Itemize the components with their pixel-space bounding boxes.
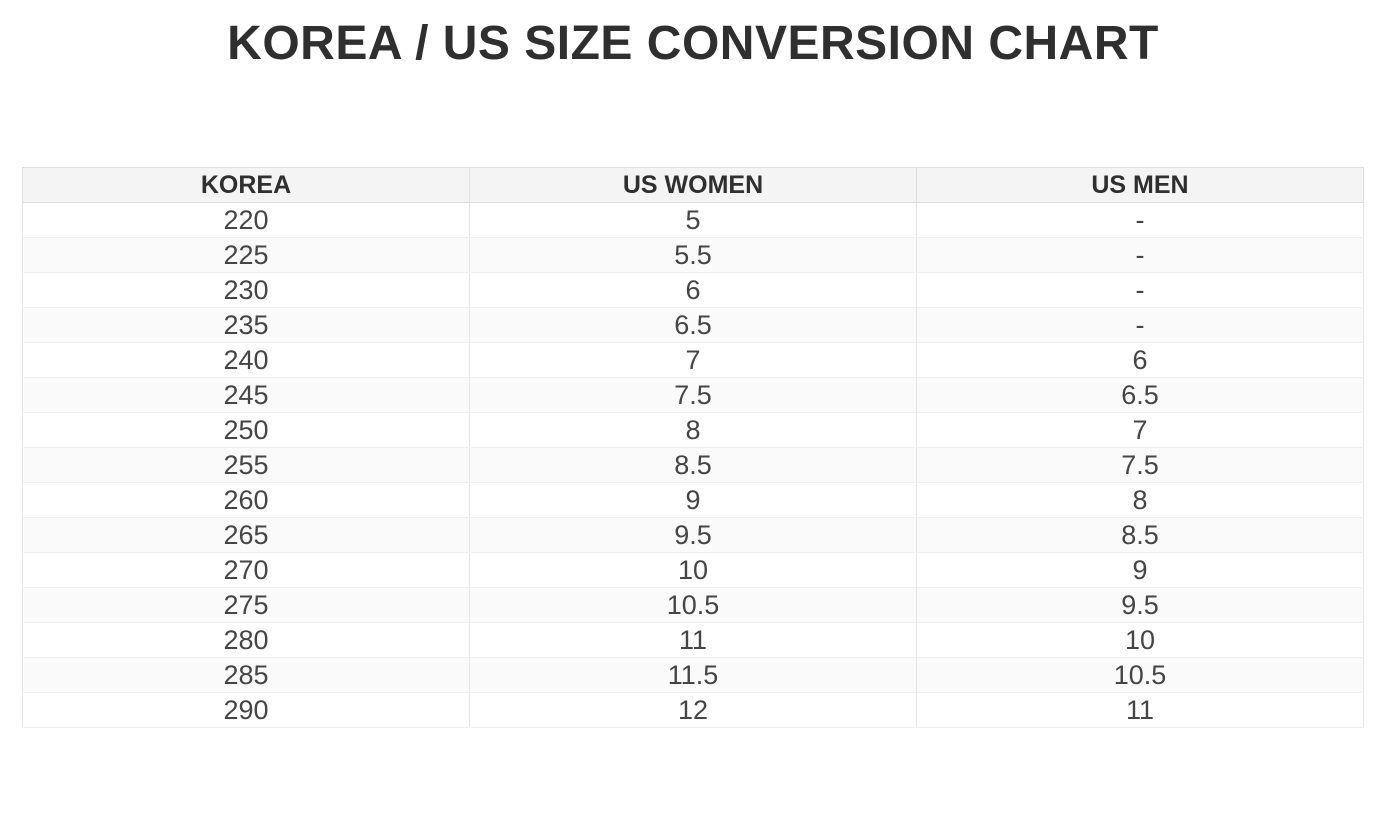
table-cell: 9 <box>469 482 917 519</box>
table-cell: 8 <box>916 482 1364 519</box>
table-cell: 5 <box>469 202 917 239</box>
table-cell: 255 <box>22 447 470 484</box>
table-cell: 6 <box>469 272 917 309</box>
size-table-body: 220 5-225 5.5-230 6-235 6.5-240 7 6 245 7.5 6.5 25… <box>22 202 1364 729</box>
table-row: 245 7.5 6.5 <box>22 377 1364 414</box>
table-header: KOREA US WOMEN US MEN <box>22 167 1364 204</box>
table-row: 225 5.5- <box>22 237 1364 274</box>
table-cell: 7 <box>916 412 1364 449</box>
table-cell: 290 <box>22 692 470 729</box>
table-row: 235 6.5- <box>22 307 1364 344</box>
column-header-us-women: US WOMEN <box>469 167 917 204</box>
table-cell: 6.5 <box>469 307 917 344</box>
table-cell: 220 <box>22 202 470 239</box>
table-cell: - <box>916 272 1364 309</box>
table-cell: 8.5 <box>469 447 917 484</box>
table-cell: 230 <box>22 272 470 309</box>
table-row: 285 11.5 10.5 <box>22 657 1364 694</box>
table-cell: 11 <box>916 692 1364 729</box>
table-cell: 10.5 <box>916 657 1364 694</box>
size-conversion-table: KOREA US WOMEN US MEN 220 5-225 5.5-230 6-2… <box>22 167 1364 729</box>
table-cell: - <box>916 202 1364 239</box>
table-row: 240 7 6 <box>22 342 1364 379</box>
table-row: 290 12 11 <box>22 692 1364 729</box>
table-row: 280 11 10 <box>22 622 1364 659</box>
table-cell: 12 <box>469 692 917 729</box>
table-cell: 10 <box>916 622 1364 659</box>
table-row: 255 8.5 7.5 <box>22 447 1364 484</box>
table-cell: 275 <box>22 587 470 624</box>
table-cell: 260 <box>22 482 470 519</box>
table-cell: 285 <box>22 657 470 694</box>
table-cell: 6 <box>916 342 1364 379</box>
table-cell: 6.5 <box>916 377 1364 414</box>
table-cell: 235 <box>22 307 470 344</box>
table-cell: - <box>916 307 1364 344</box>
table-cell: 7.5 <box>916 447 1364 484</box>
table-cell: 7 <box>469 342 917 379</box>
table-cell: 225 <box>22 237 470 274</box>
table-cell: 11.5 <box>469 657 917 694</box>
table-cell: 9 <box>916 552 1364 589</box>
table-row: 250 8 7 <box>22 412 1364 449</box>
table-cell: 5.5 <box>469 237 917 274</box>
table-header-row: KOREA US WOMEN US MEN <box>22 167 1364 204</box>
table-cell: 9.5 <box>469 517 917 554</box>
table-cell: 7.5 <box>469 377 917 414</box>
table-cell: 270 <box>22 552 470 589</box>
column-header-us-men: US MEN <box>916 167 1364 204</box>
table-cell: 10 <box>469 552 917 589</box>
table-cell: 10.5 <box>469 587 917 624</box>
table-cell: 8 <box>469 412 917 449</box>
table-cell: 245 <box>22 377 470 414</box>
table-cell: 8.5 <box>916 517 1364 554</box>
table-row: 260 9 8 <box>22 482 1364 519</box>
table-row: 230 6- <box>22 272 1364 309</box>
table-cell: 280 <box>22 622 470 659</box>
table-cell: 265 <box>22 517 470 554</box>
table-row: 270 10 9 <box>22 552 1364 589</box>
table-cell: 240 <box>22 342 470 379</box>
table-cell: 250 <box>22 412 470 449</box>
table-cell: 11 <box>469 622 917 659</box>
table-row: 275 10.5 9.5 <box>22 587 1364 624</box>
page-title: KOREA / US SIZE CONVERSION CHART <box>227 17 1159 70</box>
table-cell: 9.5 <box>916 587 1364 624</box>
table-row: 265 9.5 8.5 <box>22 517 1364 554</box>
table-cell: - <box>916 237 1364 274</box>
column-header-korea: KOREA <box>22 167 470 204</box>
table-row: 220 5- <box>22 202 1364 239</box>
